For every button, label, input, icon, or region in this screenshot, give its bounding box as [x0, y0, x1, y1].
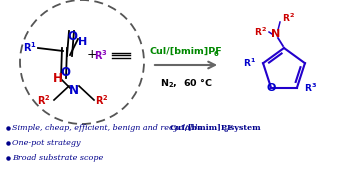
Text: H: H	[53, 71, 63, 84]
Text: CuI/[bmim]PF: CuI/[bmim]PF	[150, 46, 222, 56]
Text: +: +	[87, 49, 97, 61]
Text: $\mathbf{R^2}$: $\mathbf{R^2}$	[254, 26, 267, 38]
Text: $\mathbf{R^1}$: $\mathbf{R^1}$	[23, 40, 37, 54]
Text: N: N	[271, 29, 280, 39]
Text: O: O	[266, 83, 276, 93]
Text: Simple, cheap, efficient, benign and recyclable: Simple, cheap, efficient, benign and rec…	[12, 124, 205, 132]
Text: 6: 6	[214, 51, 218, 57]
Text: $\mathbf{R^1}$: $\mathbf{R^1}$	[242, 57, 256, 69]
Text: O: O	[60, 66, 70, 78]
Text: $\mathbf{R^2}$: $\mathbf{R^2}$	[95, 93, 109, 107]
Text: One-pot strategy: One-pot strategy	[12, 139, 81, 147]
Text: $\mathbf{N_2}$,  60 °C: $\mathbf{N_2}$, 60 °C	[159, 78, 212, 90]
Text: N: N	[69, 84, 79, 97]
Text: $\mathbf{R^2}$: $\mathbf{R^2}$	[37, 93, 51, 107]
Text: CuI/[bmim]PF: CuI/[bmim]PF	[170, 124, 234, 132]
Text: $\mathbf{R^2}$: $\mathbf{R^2}$	[282, 12, 294, 24]
Text: Broad substrate scope: Broad substrate scope	[12, 154, 103, 162]
Text: 6: 6	[224, 128, 228, 133]
Text: H: H	[79, 37, 88, 47]
Text: system: system	[227, 124, 261, 132]
Text: $\mathbf{R^3}$: $\mathbf{R^3}$	[304, 82, 318, 94]
Text: O: O	[67, 30, 77, 43]
Text: $\mathbf{R^3}$: $\mathbf{R^3}$	[94, 48, 108, 62]
